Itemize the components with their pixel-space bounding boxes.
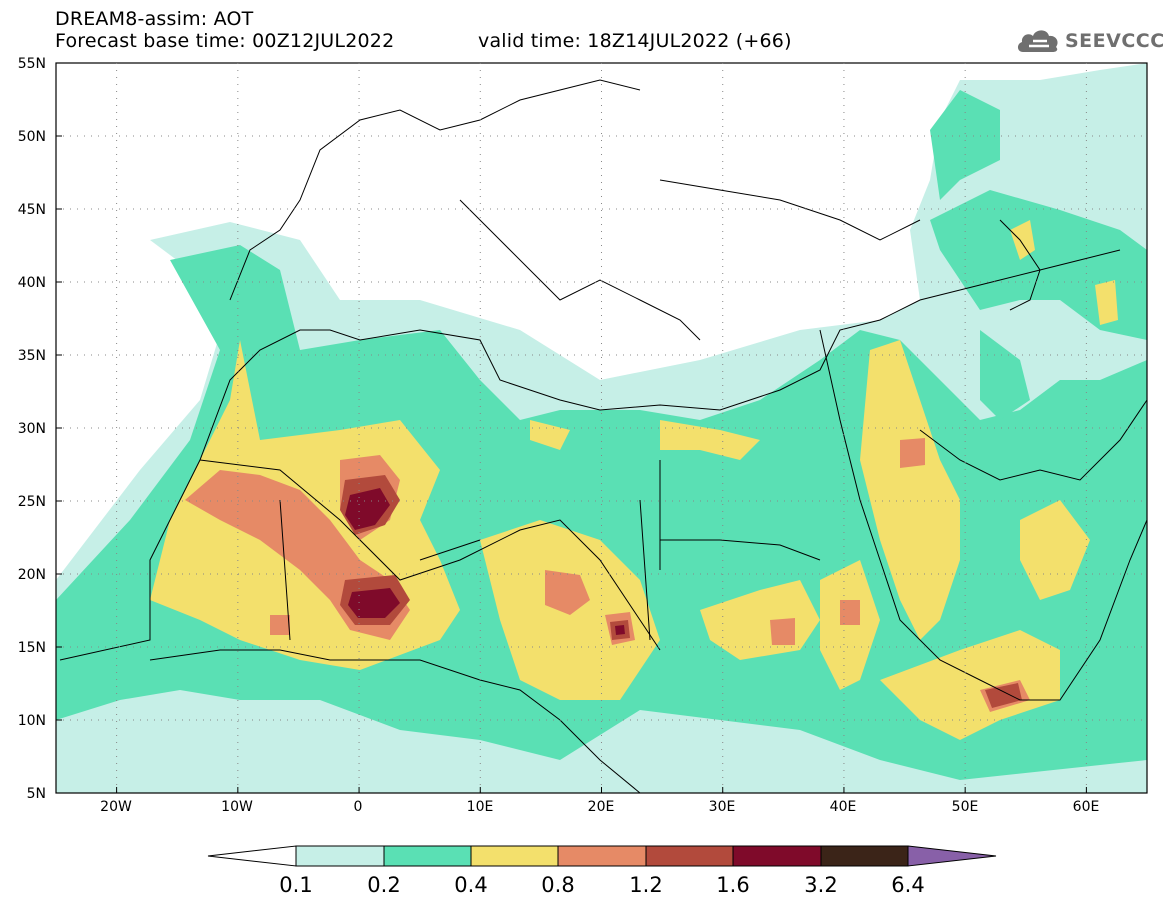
lat-label: 20N	[17, 567, 46, 583]
map-title: DREAM8-assim: AOT	[55, 8, 254, 30]
lat-label: 35N	[17, 348, 46, 364]
colorbar-label: 1.2	[629, 873, 663, 897]
colorbar-label: 0.8	[541, 873, 575, 897]
lon-label: 10W	[221, 799, 253, 815]
gridlines	[56, 63, 1147, 793]
colorbar-swatch-1	[295, 845, 385, 867]
lat-label: 55N	[17, 56, 46, 72]
colorbar-swatch-7	[820, 845, 909, 867]
lon-label: 30E	[708, 799, 736, 815]
lat-label: 40N	[17, 275, 46, 291]
colorbar-label: 0.2	[367, 873, 401, 897]
valid-time: valid time: 18Z14JUL2022 (+66)	[478, 30, 792, 52]
colorbar-swatch-3	[470, 845, 559, 867]
lat-label: 10N	[17, 713, 46, 729]
colorbar-swatch-4	[557, 845, 647, 867]
colorbar-swatch-5	[645, 845, 734, 867]
lat-label: 50N	[17, 129, 46, 145]
forecast-base-time: Forecast base time: 00Z12JUL2022	[55, 30, 395, 52]
lon-label: 20E	[587, 799, 615, 815]
lon-label: 10E	[466, 799, 494, 815]
axis-ticks	[56, 62, 1087, 794]
aot-band-1.6	[345, 488, 625, 635]
lat-label: 5N	[26, 786, 46, 802]
lon-label: 50E	[951, 799, 979, 815]
colorbar-label: 0.4	[454, 873, 488, 897]
colorbar-label: 1.6	[716, 873, 750, 897]
colorbar-low-arrow	[207, 845, 297, 867]
colorbar-label: 0.1	[279, 873, 313, 897]
lat-label: 45N	[17, 202, 46, 218]
cloud-icon	[1017, 30, 1058, 52]
colorbar-high-arrow	[907, 845, 997, 867]
lat-label: 30N	[17, 421, 46, 437]
colorbar	[207, 845, 997, 867]
lon-label: 0	[353, 799, 363, 815]
colorbar-swatch-6	[732, 845, 822, 867]
lat-label: 15N	[17, 640, 46, 656]
seevccc-logo: SEEVCCC	[1015, 24, 1164, 56]
lon-label: 40E	[829, 799, 857, 815]
colorbar-swatch-2	[383, 845, 472, 867]
coastlines	[59, 79, 1147, 793]
colorbar-label: 6.4	[891, 873, 925, 897]
logo-text: SEEVCCC	[1065, 30, 1165, 52]
lat-label: 25N	[17, 494, 46, 510]
lon-label: 20W	[100, 799, 132, 815]
colorbar-label: 3.2	[804, 873, 838, 897]
lon-label: 60E	[1072, 799, 1100, 815]
